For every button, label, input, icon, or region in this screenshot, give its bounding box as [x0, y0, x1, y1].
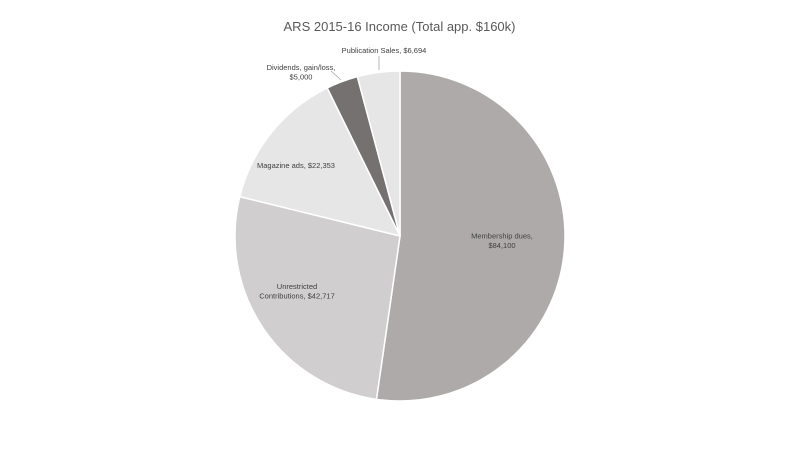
leader-line	[330, 70, 342, 81]
pie-slice-magazine-ads	[239, 87, 401, 237]
slice-label: Publication Sales, $6,694	[342, 46, 427, 55]
slice-label-line: Magazine ads, $22,353	[257, 161, 335, 170]
slice-label: Unrestricted Contributions, $42,717	[259, 282, 334, 301]
slice-label: Magazine ads, $22,353	[257, 161, 335, 170]
pie-labels: Membership dues, $84,100 Unrestricted Contr…	[257, 46, 533, 301]
pie-slice-membership-dues	[375, 70, 566, 402]
chart-title: ARS 2015-16 Income (Total app. $160k)	[284, 19, 516, 34]
slice-label: Membership dues, $84,100	[471, 232, 533, 251]
pie-slice-unrestricted-contributions	[234, 195, 401, 401]
slice-label-line: Membership dues,	[471, 232, 533, 241]
slice-label-line: $5,000	[290, 73, 313, 82]
slice-label-line: Dividends, gain/loss,	[267, 63, 336, 72]
slice-label-line: Publication Sales, $6,694	[342, 46, 427, 55]
pie-slice-publication-sales	[356, 70, 401, 237]
pie-slices	[234, 70, 566, 402]
slice-label: Dividends, gain/loss, $5,000	[267, 63, 336, 82]
slice-label-line: Unrestricted	[277, 282, 317, 291]
slice-label-line: Contributions, $42,717	[259, 292, 334, 301]
slice-label-line: $84,100	[488, 241, 515, 250]
